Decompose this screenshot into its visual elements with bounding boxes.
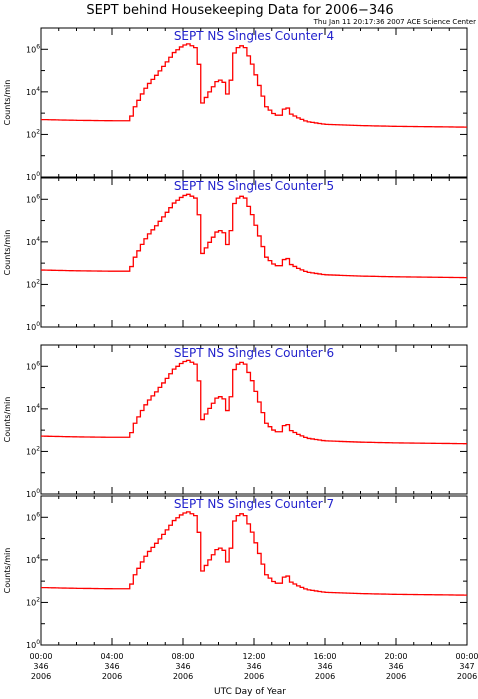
y-tick-label: 100 <box>26 321 40 332</box>
panel-title: SEPT NS Singles Counter 7 <box>174 497 334 511</box>
y-axis-label: Counts/min <box>3 80 12 126</box>
chart-panel: 100 102 104 106 Counts/min SEPT NS Singles Co… <box>3 344 468 499</box>
y-tick-label: 106 <box>26 511 40 522</box>
y-tick-label: 106 <box>26 193 40 204</box>
x-tick-label: 00:00 347 2006 <box>455 652 478 681</box>
y-tick-label: 100 <box>26 171 40 182</box>
chart-panel: 100 102 104 106 Counts/min SEPT NS Singles Co… <box>3 27 468 182</box>
y-tick-label: 100 <box>26 639 40 650</box>
panel-frame <box>40 495 468 646</box>
y-tick-label: 106 <box>26 43 40 54</box>
y-tick-label: 102 <box>26 128 40 139</box>
y-tick-label: 102 <box>26 278 40 289</box>
y-axis-label: Counts/min <box>3 548 12 594</box>
x-tick-label: 08:00 346 2006 <box>171 652 194 681</box>
panel-frame <box>40 177 468 328</box>
panel-title: SEPT NS Singles Counter 6 <box>174 346 334 360</box>
timestamp-stamp: Thu Jan 11 20:17:36 2007 ACE Science Cen… <box>313 18 476 26</box>
panel-title: SEPT NS Singles Counter 4 <box>174 29 334 43</box>
y-tick-label: 106 <box>26 360 40 371</box>
x-axis-labels: 00:00 346 2006 04:00 346 2006 08:00 346 2006 12:0… <box>29 652 478 681</box>
y-tick-label: 104 <box>26 236 40 247</box>
chart-panel: 100 102 104 106 Counts/min SEPT NS Singles Co… <box>3 177 468 332</box>
series-line <box>41 193 467 279</box>
x-tick-label: 12:00 346 2006 <box>242 652 265 681</box>
panel-title: SEPT NS Singles Counter 5 <box>174 179 334 193</box>
x-axis-label: UTC Day of Year <box>214 687 286 697</box>
y-tick-label: 100 <box>26 488 40 499</box>
y-tick-label: 102 <box>26 445 40 456</box>
y-tick-label: 104 <box>26 86 40 97</box>
x-tick-label: 20:00 346 2006 <box>384 652 407 681</box>
panel-frame <box>40 27 468 178</box>
y-axis-label: Counts/min <box>3 397 12 443</box>
y-tick-label: 104 <box>26 554 40 565</box>
chart-title: SEPT behind Housekeeping Data for 2006−3… <box>86 3 393 18</box>
series-line <box>41 359 467 445</box>
chart-panel: 100 102 104 106 Counts/min SEPT NS Singles Co… <box>3 495 468 650</box>
panel-frame <box>40 344 468 495</box>
x-tick-label: 00:00 346 2006 <box>29 652 52 681</box>
x-tick-label: 04:00 346 2006 <box>100 652 123 681</box>
series-line <box>41 43 467 128</box>
x-tick-label: 16:00 346 2006 <box>313 652 336 681</box>
series-line <box>41 511 467 596</box>
panels-group: 100 102 104 106 Counts/min SEPT NS Singles Co… <box>3 27 468 650</box>
y-tick-label: 102 <box>26 596 40 607</box>
y-axis-label: Counts/min <box>3 230 12 276</box>
y-tick-label: 104 <box>26 403 40 414</box>
